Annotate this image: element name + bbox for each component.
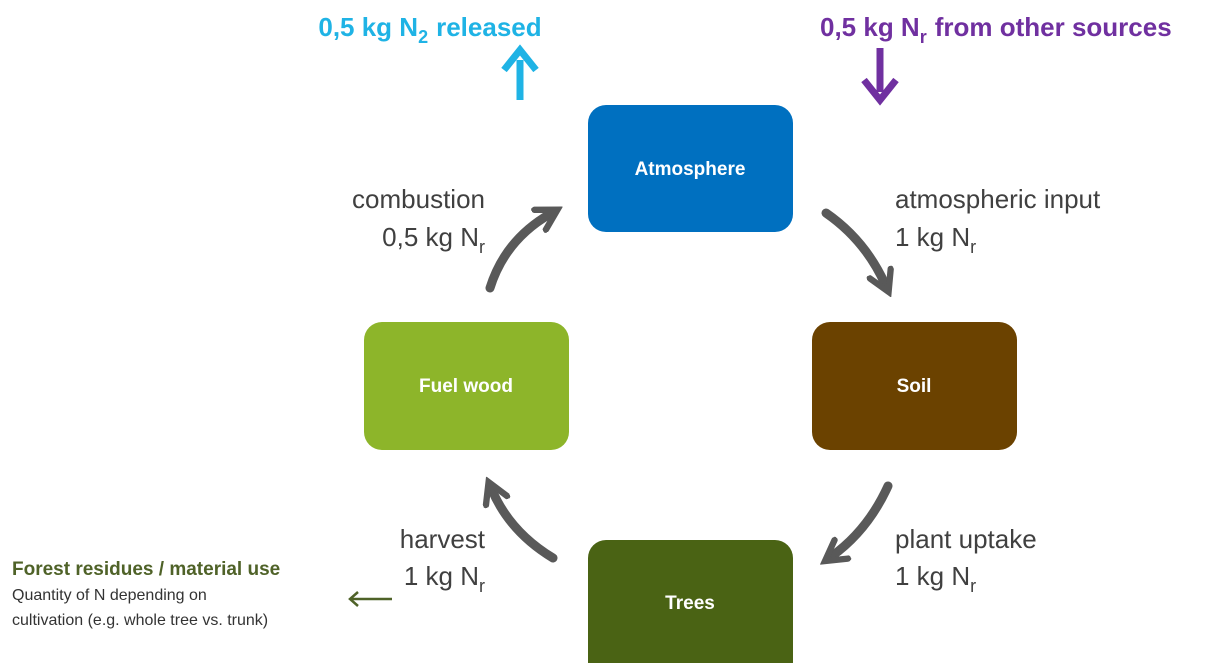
edge-amount: 1 kg Nr <box>895 222 976 257</box>
note-title: Forest residues / material use <box>12 559 280 580</box>
node-label: Fuel wood <box>419 376 513 397</box>
sources-label: 0,5 kg Nr from other sources <box>820 12 1172 47</box>
arrow <box>821 208 885 284</box>
up-arrow <box>501 44 539 100</box>
arrow <box>492 490 558 563</box>
edge-label: harvest <box>400 524 486 554</box>
note-line: cultivation (e.g. whole tree vs. trunk) <box>12 612 268 629</box>
atmosphere-box <box>588 105 793 232</box>
soil-box <box>812 322 1017 450</box>
edge-label: combustion <box>352 184 485 214</box>
node-label: Trees <box>665 593 715 614</box>
arrow <box>832 481 893 556</box>
edge-amount: 1 kg Nr <box>895 561 976 596</box>
fuel-wood-box <box>364 322 569 450</box>
arrow <box>485 214 550 293</box>
edge-label: plant uptake <box>895 524 1037 554</box>
edge-amount: 1 kg Nr <box>404 561 485 596</box>
note-arrow <box>348 591 392 607</box>
note-line: Quantity of N depending on <box>12 587 207 604</box>
node-label: Soil <box>897 376 932 397</box>
down-arrow <box>861 48 899 106</box>
released-label: 0,5 kg N2 released <box>318 12 541 47</box>
edge-label: atmospheric input <box>895 184 1101 214</box>
trees-box <box>588 540 793 663</box>
node-label: Atmosphere <box>635 159 746 180</box>
edge-amount: 0,5 kg Nr <box>382 222 485 257</box>
